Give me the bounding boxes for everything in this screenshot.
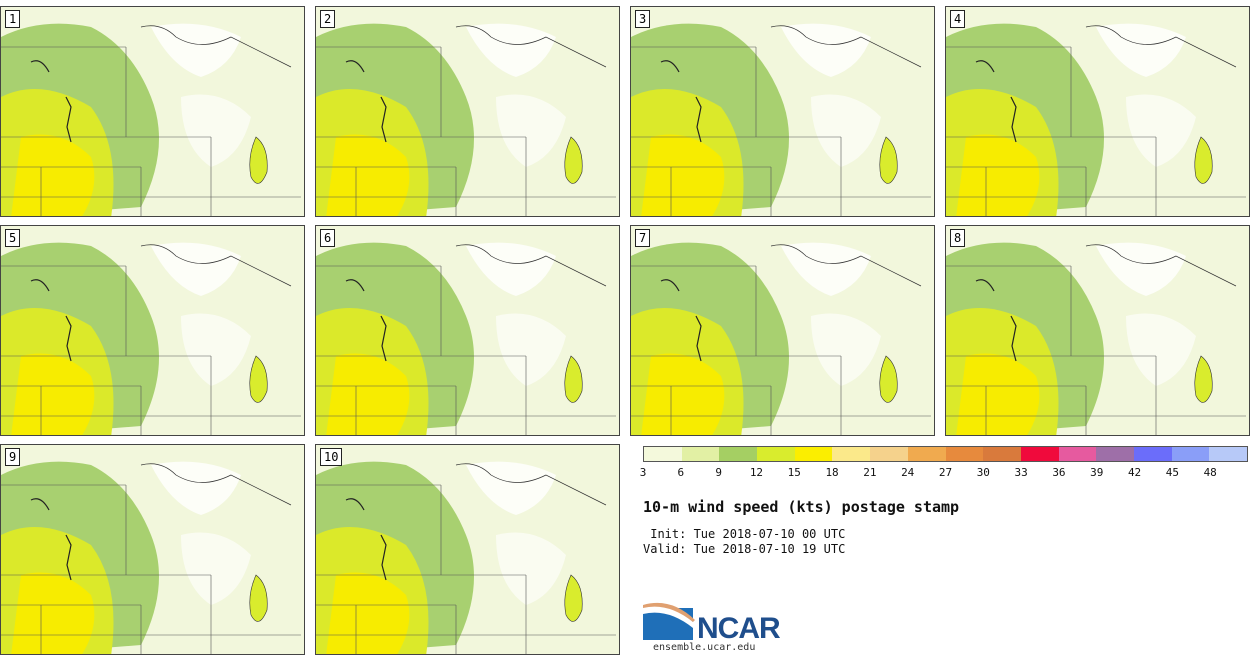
- member-map-panel: 1: [0, 6, 305, 217]
- member-map-panel: 10: [315, 444, 620, 655]
- colorbar-bin: [644, 447, 682, 461]
- map-image: [1, 7, 304, 216]
- member-number-label: 8: [950, 229, 966, 247]
- member-number-label: 3: [635, 10, 651, 28]
- colorbar-bin: [832, 447, 871, 461]
- colorbar-bin: [1171, 447, 1210, 461]
- map-image: [1, 226, 304, 435]
- colorbar-tick: 27: [938, 466, 953, 479]
- map-image: [316, 445, 619, 654]
- colorbar-bin: [907, 447, 946, 461]
- member-number-label: 5: [5, 229, 21, 247]
- member-map-panel: 2: [315, 6, 620, 217]
- map-image: [946, 7, 1249, 216]
- member-number-label: 10: [320, 448, 343, 466]
- member-map-panel: 3: [630, 6, 935, 217]
- member-number-label: 1: [5, 10, 21, 28]
- map-image: [316, 7, 619, 216]
- valid-time: Valid: Tue 2018-07-10 19 UTC: [643, 542, 846, 556]
- member-map-panel: 9: [0, 444, 305, 655]
- colorbar-tick: 21: [863, 466, 877, 479]
- member-number-label: 6: [320, 229, 336, 247]
- colorbar-tick: 6: [677, 466, 685, 479]
- map-image: [1, 445, 304, 654]
- wind-speed-colorbar: [643, 446, 1248, 462]
- colorbar-tick: 42: [1127, 466, 1142, 479]
- member-number-label: 2: [320, 10, 336, 28]
- map-image: [946, 226, 1249, 435]
- colorbar-tick: 45: [1165, 466, 1179, 479]
- member-map-panel: 5: [0, 225, 305, 436]
- colorbar-tick: 48: [1203, 466, 1217, 479]
- member-map-panel: 4: [945, 6, 1250, 217]
- colorbar-tick: 39: [1090, 466, 1104, 479]
- colorbar-bin: [1209, 447, 1247, 461]
- colorbar-bin: [1058, 447, 1097, 461]
- colorbar-bin: [983, 447, 1021, 461]
- colorbar-tick: 36: [1052, 466, 1066, 479]
- map-image: [631, 7, 934, 216]
- map-image: [631, 226, 934, 435]
- colorbar-bin: [1020, 447, 1059, 461]
- colorbar-bin: [794, 447, 833, 461]
- member-map-panel: 8: [945, 225, 1250, 436]
- map-image: [316, 226, 619, 435]
- colorbar-tick-labels: 3 6 9 12 15 18 21 24 27 30 33 36 39 42 45 48: [639, 466, 1248, 482]
- colorbar-tick: 12: [749, 466, 764, 479]
- colorbar-tick: 9: [715, 466, 722, 479]
- colorbar-bin: [1133, 447, 1172, 461]
- colorbar-bin: [681, 447, 720, 461]
- member-number-label: 4: [950, 10, 966, 28]
- colorbar-tick: 3: [639, 466, 647, 479]
- colorbar-tick: 24: [901, 466, 915, 479]
- member-map-panel: 6: [315, 225, 620, 436]
- member-map-panel: 7: [630, 225, 935, 436]
- colorbar-tick: 15: [787, 466, 801, 479]
- ncar-logo-text: NCAR: [697, 612, 781, 645]
- colorbar-bin: [870, 447, 908, 461]
- colorbar-tick: 18: [825, 466, 839, 479]
- colorbar-bin: [1096, 447, 1134, 461]
- ncar-logo-icon: [643, 602, 695, 640]
- colorbar-tick: 30: [976, 466, 990, 479]
- init-time: Init: Tue 2018-07-10 00 UTC: [643, 527, 846, 541]
- member-number-label: 7: [635, 229, 651, 247]
- site-url: ensemble.ucar.edu: [653, 642, 756, 653]
- colorbar-tick: 33: [1014, 466, 1028, 479]
- colorbar-bin: [945, 447, 984, 461]
- figure-title: 10-m wind speed (kts) postage stamp: [643, 498, 960, 516]
- member-number-label: 9: [5, 448, 21, 466]
- colorbar-bin: [757, 447, 795, 461]
- colorbar-bin: [719, 447, 758, 461]
